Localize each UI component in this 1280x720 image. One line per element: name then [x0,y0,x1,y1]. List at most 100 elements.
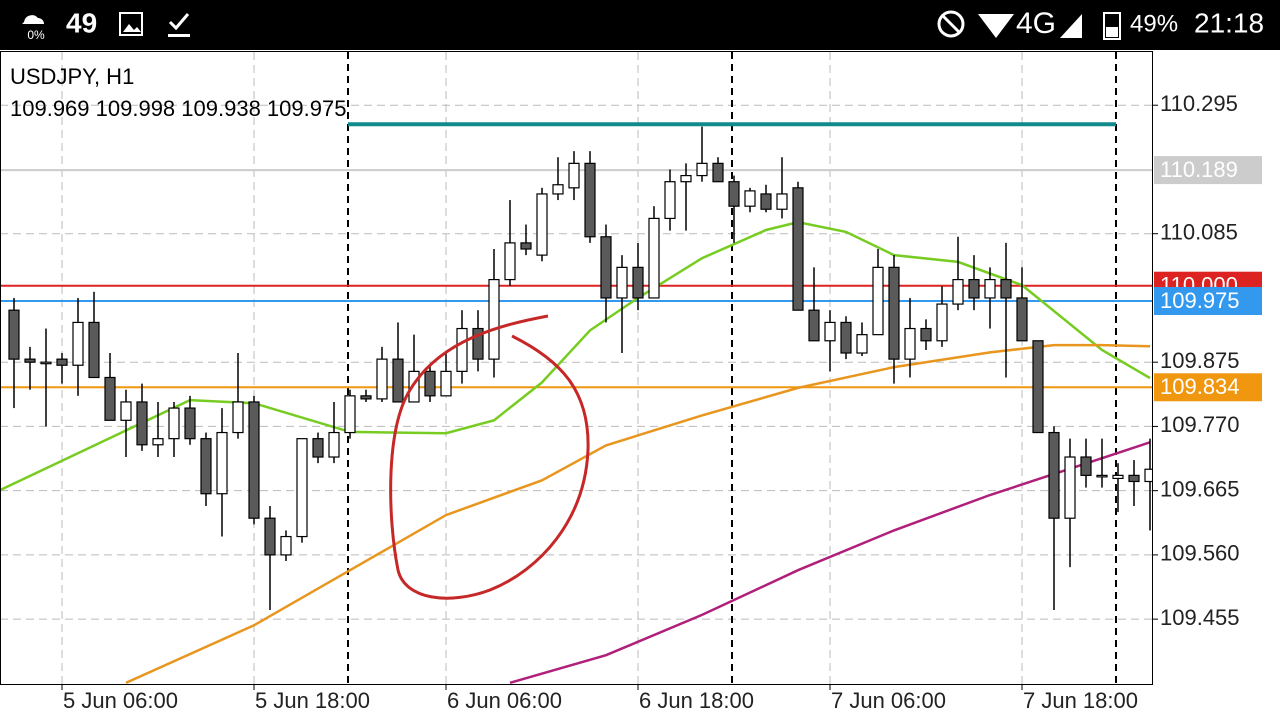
candle-body [104,376,116,421]
network-label: 4G [1016,7,1056,40]
candle-body [648,217,660,299]
candle-body [744,190,756,207]
candle-body [616,266,628,299]
x-tick-label: 6 Jun 18:00 [639,688,754,713]
candle-body [1016,297,1028,342]
candle-body [440,370,452,397]
dnd-icon [937,10,965,38]
candle-body [840,321,852,354]
candle-body [856,334,868,354]
candle-body [536,193,548,256]
candle-body [232,401,244,434]
candle-body [408,370,420,403]
battery-icon-label: 0% [27,28,45,42]
candle-body [1048,431,1060,519]
candle-body [312,438,324,458]
weather-icon [22,15,44,24]
candle-body [56,358,68,366]
y-tick-label: 109.875 [1160,348,1240,373]
y-tick-label: 109.665 [1160,476,1240,501]
x-tick-label: 5 Jun 18:00 [255,688,370,713]
candle-body [456,327,468,372]
x-tick-label: 7 Jun 06:00 [831,688,946,713]
plot-frame [0,51,1153,685]
x-tick-label: 5 Jun 06:00 [63,688,178,713]
candle-body [376,358,388,400]
candle-body [632,266,644,299]
price-badge [1154,156,1262,185]
candle-body [1128,474,1140,483]
image-icon [119,12,143,36]
battery-level [1106,27,1118,37]
candle-body [248,401,260,519]
candle-body [584,162,596,238]
candle-body [392,358,404,403]
moving-average [0,220,1151,492]
candle-body [120,401,132,421]
chart-title: USDJPY, H1 [10,64,134,89]
y-tick-label: 109.560 [1160,541,1240,566]
candle-body [168,407,180,440]
candle-body [200,438,212,495]
candle-body [280,535,292,556]
signal-icon [1060,14,1082,38]
candle-body [568,162,580,189]
candle-body [936,303,948,342]
candle-body [1032,340,1044,434]
chart: 110.295 110.085 109.875 109.770 109.665 109.5… [0,52,1262,713]
candle-body [488,278,500,360]
candle-body [968,278,980,299]
dnd-slash [941,14,961,34]
x-tick-label: 6 Jun 06:00 [447,688,562,713]
candle-body [504,242,516,281]
candle-body [152,438,164,446]
candle-body [296,438,308,538]
moving-average [125,343,1151,684]
candle-body [680,174,692,183]
candle-body [920,327,932,342]
y-tick-label: 110.295 [1160,91,1238,116]
candle-body [520,242,532,250]
y-tick-label: 109.455 [1160,605,1240,630]
candle-body [696,162,708,177]
candle-body [984,278,996,299]
candle-body [72,321,84,366]
candle-body [808,309,820,342]
candle-body [40,361,52,365]
candle-body [344,395,356,434]
candle-body [952,278,964,305]
candle-body [264,517,276,556]
candle-body [792,187,804,311]
candle-body [824,321,836,342]
battery-percent: 49% [1130,10,1178,37]
price-badge-label: 109.834 [1160,374,1240,399]
image-icon-inner [123,24,141,32]
status-icons [22,10,1121,40]
x-tick-label: 7 Jun 18:00 [1023,688,1138,713]
candle-body [888,266,900,360]
candle-body [872,266,884,336]
clock: 21:18 [1194,7,1264,38]
price-badge [1154,287,1262,316]
notification-count: 49 [66,7,97,38]
candle-body [216,431,228,495]
candle-body [1112,474,1124,480]
check-underline [168,34,190,37]
candle-body [184,407,196,440]
candle-body [600,236,612,299]
candle-body [328,431,340,458]
candle-body [728,181,740,207]
candle-body [1080,456,1092,476]
check-icon [168,13,190,31]
candle-body [1064,456,1076,519]
price-badge [1154,373,1262,402]
y-tick-label: 110.085 [1160,220,1238,245]
ohlc-readout: 109.969 109.998 109.938 109.975 [10,96,346,121]
candle-body [424,370,436,397]
plot-area [0,52,1152,684]
price-badge-label: 109.975 [1160,288,1240,313]
candle-body [472,327,484,360]
candle-body [904,327,916,360]
